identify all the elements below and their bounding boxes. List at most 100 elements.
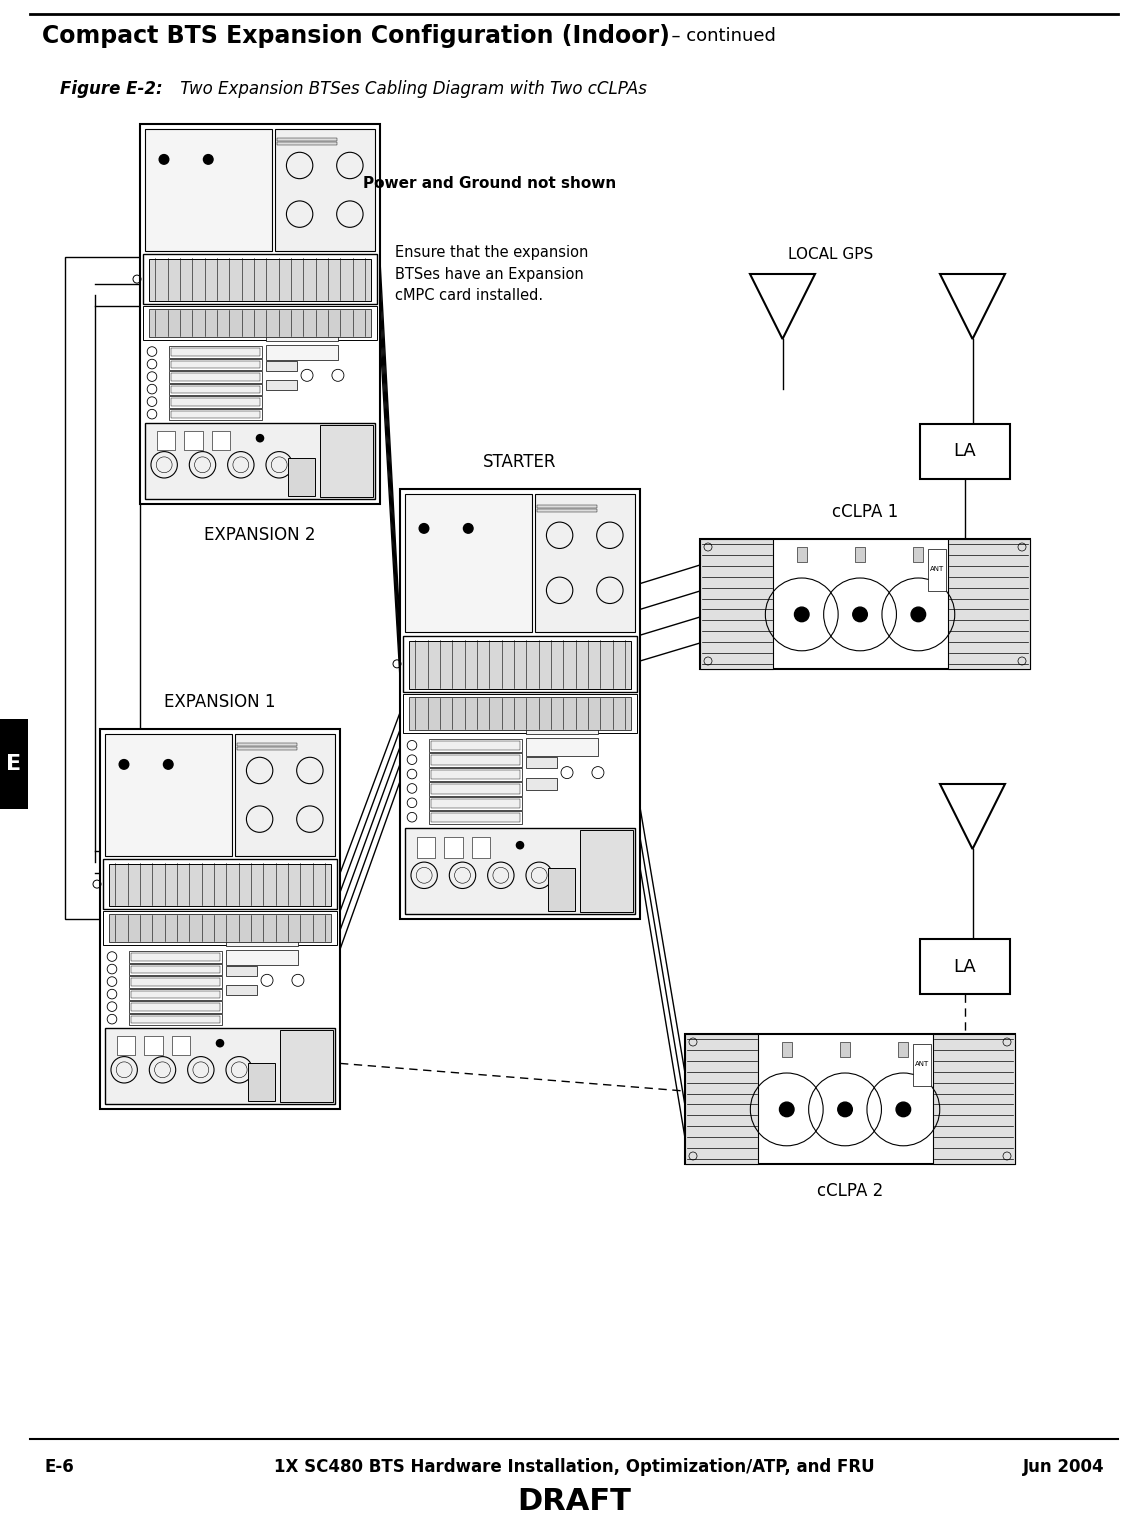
Bar (429, 797, 521, 810)
Bar (928, 549, 946, 591)
Bar (840, 1042, 850, 1057)
Text: Jun 2004: Jun 2004 (1023, 1457, 1106, 1476)
Bar (171, 386, 259, 394)
Bar (429, 768, 521, 782)
Bar (932, 1034, 1015, 1163)
Bar (266, 326, 338, 340)
Bar (145, 423, 375, 499)
Text: ANT: ANT (915, 1060, 929, 1067)
Bar (782, 1042, 792, 1057)
Bar (430, 813, 520, 822)
Bar (914, 546, 923, 562)
Text: 1X SC480 BTS Hardware Installation, Optimization/ATP, and FRU: 1X SC480 BTS Hardware Installation, Opti… (273, 1457, 875, 1476)
Text: LOCAL GPS: LOCAL GPS (788, 246, 872, 262)
Bar (277, 139, 336, 140)
Bar (526, 779, 557, 790)
Bar (103, 911, 338, 945)
Circle shape (779, 1102, 794, 1117)
Bar (145, 1036, 163, 1054)
Bar (226, 950, 298, 965)
Circle shape (897, 1102, 910, 1117)
Bar (149, 309, 371, 337)
Text: EXPANSION 2: EXPANSION 2 (204, 526, 316, 543)
Bar (129, 1014, 222, 1025)
Bar (280, 1030, 333, 1102)
Bar (274, 129, 375, 251)
Circle shape (160, 154, 169, 165)
Text: cCLPA 2: cCLPA 2 (817, 1182, 883, 1200)
Circle shape (217, 1040, 224, 1047)
Bar (855, 546, 866, 562)
Bar (131, 979, 219, 986)
Bar (429, 811, 521, 825)
Bar (526, 717, 598, 734)
Bar (171, 348, 259, 356)
Bar (536, 509, 597, 512)
Text: STARTER: STARTER (483, 452, 557, 471)
Bar (0, 719, 28, 810)
Bar (145, 129, 271, 251)
Bar (526, 739, 598, 756)
Bar (430, 785, 520, 794)
Bar (288, 459, 316, 496)
Bar (430, 756, 520, 765)
Bar (109, 865, 331, 906)
Bar (685, 1034, 758, 1163)
Bar (226, 966, 257, 976)
Bar (405, 494, 532, 631)
Bar (116, 1036, 135, 1054)
Bar (172, 1036, 191, 1054)
Bar (947, 539, 1030, 669)
Bar (65, 257, 140, 919)
Bar (171, 360, 259, 368)
Polygon shape (940, 783, 1004, 850)
Bar (700, 539, 773, 669)
Bar (104, 1028, 335, 1103)
Bar (403, 694, 637, 733)
Circle shape (517, 842, 523, 850)
Bar (797, 546, 807, 562)
Bar (236, 743, 297, 746)
Text: E: E (7, 754, 22, 774)
Text: Figure E-2:: Figure E-2: (60, 80, 163, 98)
Circle shape (163, 760, 173, 770)
Bar (171, 411, 259, 419)
Bar (131, 1003, 219, 1011)
Bar (129, 1002, 222, 1013)
Bar (409, 697, 631, 729)
Bar (131, 966, 219, 973)
Bar (211, 431, 230, 449)
Bar (472, 837, 490, 859)
Bar (226, 931, 298, 946)
Bar (129, 976, 222, 988)
Bar (700, 539, 1030, 669)
Text: – continued: – continued (660, 28, 776, 45)
Bar (144, 254, 377, 303)
Bar (104, 734, 232, 856)
Text: cCLPA 1: cCLPA 1 (832, 503, 898, 522)
Bar (409, 640, 631, 689)
Text: ANT: ANT (930, 566, 944, 573)
Bar (234, 734, 335, 856)
Bar (266, 362, 296, 371)
Text: Compact BTS Expansion Configuration (Indoor): Compact BTS Expansion Configuration (Ind… (42, 25, 670, 48)
Bar (429, 739, 521, 753)
Bar (171, 374, 259, 380)
Bar (417, 837, 435, 859)
Bar (535, 494, 635, 631)
Bar (109, 914, 331, 942)
Bar (685, 1034, 1015, 1163)
Circle shape (419, 523, 428, 532)
Bar (169, 346, 262, 357)
Text: LA: LA (954, 957, 977, 976)
Bar (236, 746, 297, 749)
Bar (100, 729, 340, 1110)
Bar (103, 859, 338, 910)
Bar (277, 142, 336, 145)
Bar (226, 985, 257, 996)
Text: EXPANSION 1: EXPANSION 1 (164, 693, 276, 711)
Circle shape (838, 1102, 852, 1117)
Bar (248, 1063, 276, 1100)
Circle shape (119, 760, 129, 770)
Bar (169, 359, 262, 371)
